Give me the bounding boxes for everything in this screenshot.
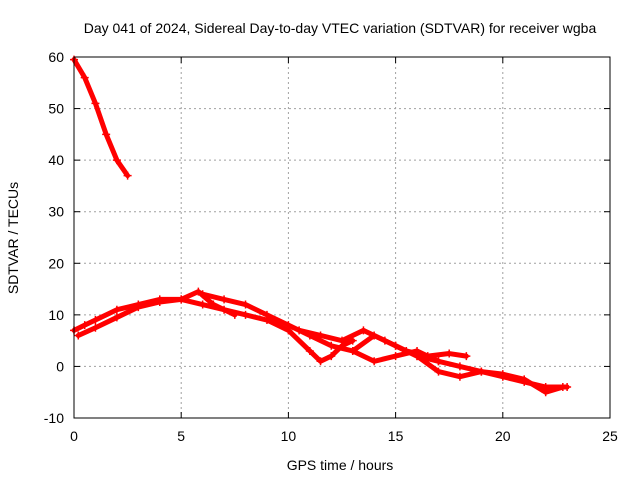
data-point <box>498 370 507 379</box>
y-tick-label: 30 <box>48 204 64 220</box>
data-point <box>112 156 121 165</box>
data-point <box>477 367 486 376</box>
data-point <box>91 316 100 325</box>
x-axis-label: GPS time / hours <box>287 457 394 473</box>
data-point <box>123 171 132 180</box>
data-point <box>327 341 336 350</box>
y-axis-label: SDTVAR / TECUs <box>5 182 21 294</box>
data-point <box>112 305 121 314</box>
data-point <box>348 346 357 355</box>
data-point <box>209 300 218 309</box>
series-1 <box>70 55 132 180</box>
plot-series <box>70 55 572 397</box>
data-point <box>74 331 83 340</box>
data-point <box>155 297 164 306</box>
data-point <box>134 303 143 312</box>
data-point <box>241 300 250 309</box>
data-point <box>434 357 443 366</box>
data-point <box>391 341 400 350</box>
data-point <box>177 295 186 304</box>
y-tick-label: 20 <box>48 255 64 271</box>
data-point <box>316 331 325 340</box>
data-point <box>462 352 471 361</box>
y-tick-label: 50 <box>48 101 64 117</box>
chart-title: Day 041 of 2024, Sidereal Day-to-day VTE… <box>84 20 597 36</box>
data-point <box>198 290 207 299</box>
x-tick-label: 5 <box>177 428 185 444</box>
data-point <box>284 321 293 330</box>
data-point <box>241 310 250 319</box>
data-point <box>455 372 464 381</box>
series-line <box>71 296 356 364</box>
data-point <box>80 73 89 82</box>
data-point <box>455 362 464 371</box>
series-line <box>71 57 131 179</box>
x-tick-label: 10 <box>281 428 297 444</box>
y-tick-label: -10 <box>44 410 64 426</box>
plot-frame <box>73 56 611 419</box>
data-point <box>370 357 379 366</box>
x-tick-label: 20 <box>495 428 511 444</box>
series-5 <box>295 326 471 361</box>
data-point <box>359 326 368 335</box>
data-point <box>80 321 89 330</box>
x-tick-label: 0 <box>70 428 78 444</box>
data-point <box>445 349 454 358</box>
data-point <box>434 367 443 376</box>
x-tick-label: 25 <box>602 428 618 444</box>
y-tick-label: 60 <box>48 49 64 65</box>
y-tick-label: 40 <box>48 152 64 168</box>
series-3 <box>74 287 239 340</box>
data-point <box>520 375 529 384</box>
data-point <box>327 352 336 361</box>
data-point <box>316 357 325 366</box>
y-tick-label: 10 <box>48 307 64 323</box>
data-point <box>541 388 550 397</box>
data-point <box>194 287 203 296</box>
data-point <box>391 352 400 361</box>
data-point <box>380 336 389 345</box>
data-point <box>198 300 207 309</box>
data-point <box>220 295 229 304</box>
data-point <box>413 352 422 361</box>
data-point <box>295 326 304 335</box>
data-point <box>112 313 121 322</box>
data-point <box>558 383 567 392</box>
grid <box>74 57 610 418</box>
data-point <box>91 323 100 332</box>
data-point <box>338 336 346 345</box>
data-point <box>230 310 239 319</box>
x-tick-label: 15 <box>388 428 404 444</box>
data-point <box>305 346 314 355</box>
data-point <box>91 99 100 108</box>
y-tick-label: 0 <box>56 358 64 374</box>
data-point <box>102 130 111 139</box>
series-7 <box>391 341 567 397</box>
data-point <box>262 310 271 319</box>
